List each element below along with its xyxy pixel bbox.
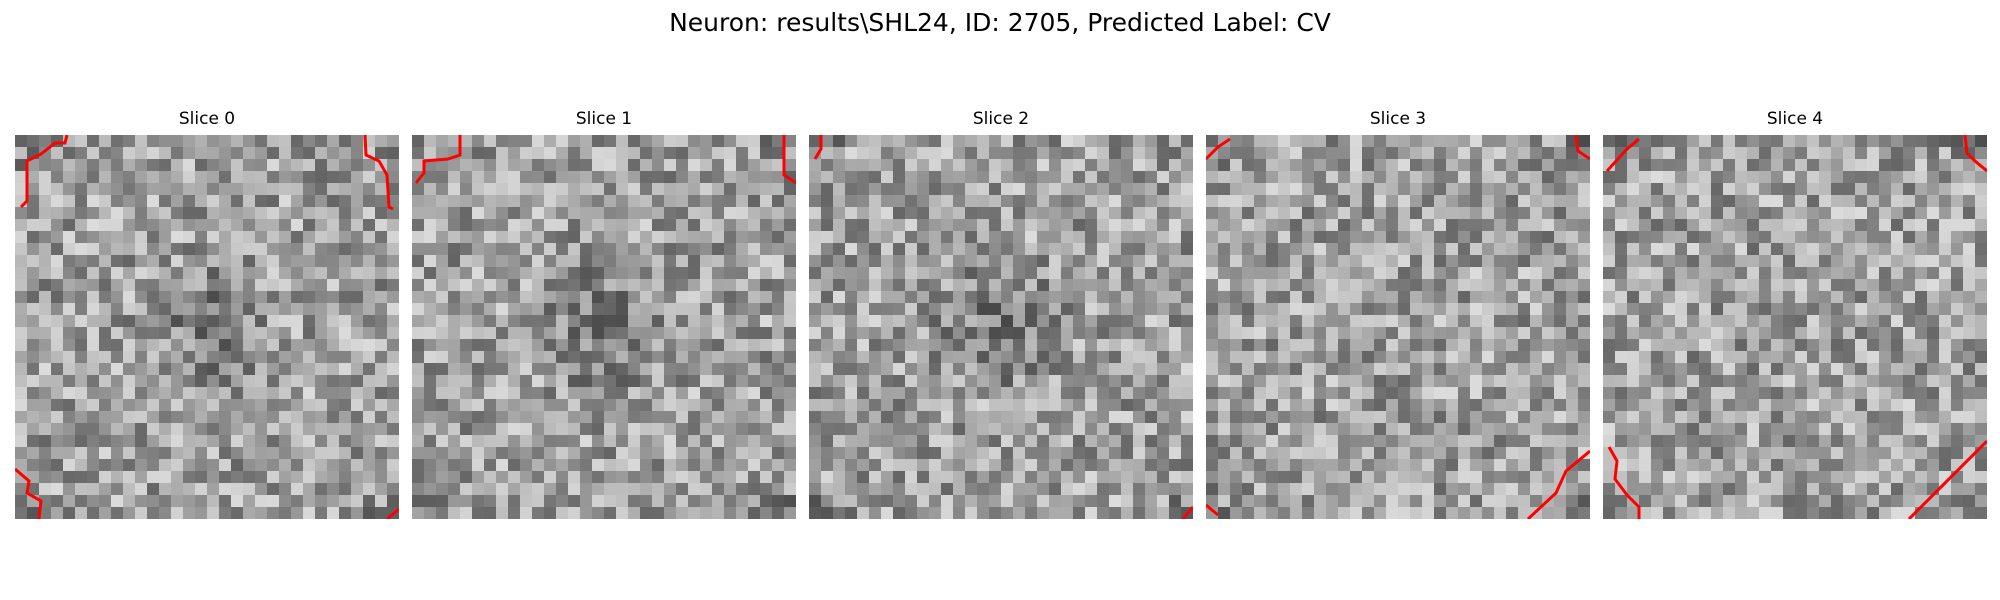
slice-title-0: Slice 0	[178, 109, 236, 129]
contour-lines-3	[1206, 135, 1590, 519]
contour-line	[1907, 439, 1987, 519]
contour-line	[363, 135, 394, 211]
slice-title-1: Slice 1	[575, 109, 633, 129]
contour-line	[1206, 137, 1231, 161]
slice-image-2	[809, 135, 1193, 519]
slice-title-2: Slice 2	[972, 109, 1030, 129]
contour-line	[386, 507, 399, 519]
contour-line	[1526, 449, 1590, 519]
slice-heatmap-4	[1603, 135, 1987, 519]
contour-line	[782, 135, 796, 185]
slice-image-1	[412, 135, 796, 519]
slice-image-4	[1603, 135, 1987, 519]
contour-line	[1607, 446, 1641, 519]
contour-line	[1206, 503, 1219, 517]
slice-title-3: Slice 3	[1369, 109, 1427, 129]
slice-image-0	[15, 135, 399, 519]
slice-heatmap-0	[15, 135, 399, 519]
contour-line	[19, 135, 69, 209]
contour-lines-4	[1605, 135, 1987, 519]
slice-image-3	[1206, 135, 1590, 519]
contour-lines-0	[15, 135, 399, 519]
contour-line	[813, 135, 823, 160]
contour-line	[1181, 506, 1193, 519]
contour-line	[414, 135, 462, 184]
contour-line	[1574, 135, 1590, 161]
contour-line	[1605, 137, 1640, 173]
slice-heatmap-1	[412, 135, 796, 519]
contour-line	[1963, 135, 1987, 173]
slice-title-4: Slice 4	[1766, 109, 1824, 129]
slice-heatmap-2	[809, 135, 1193, 519]
slice-heatmap-3	[1206, 135, 1590, 519]
contour-lines-1	[414, 135, 796, 185]
contour-line	[15, 467, 43, 519]
figure-title: Neuron: results\SHL24, ID: 2705, Predict…	[669, 8, 1331, 37]
contour-lines-2	[813, 135, 1193, 519]
